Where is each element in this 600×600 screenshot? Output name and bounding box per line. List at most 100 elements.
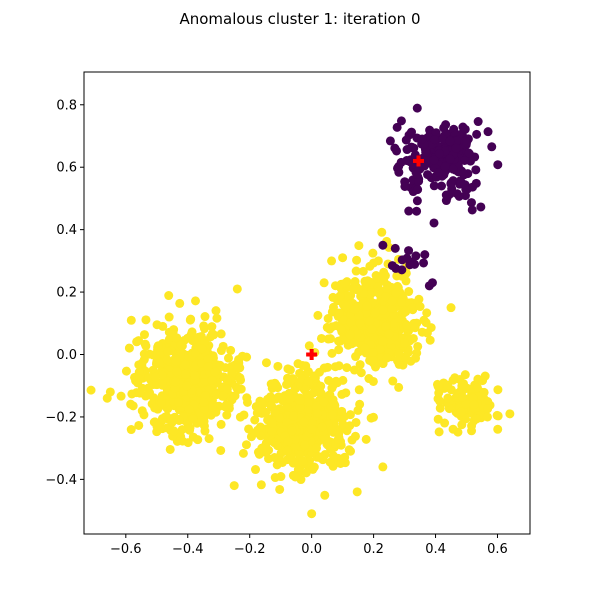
normal-point [329,399,339,408]
anomalous-point [401,135,411,145]
normal-point [349,284,359,294]
normal-point [176,340,186,350]
normal-point [367,324,377,334]
normal-point [320,490,330,500]
normal-point [167,417,177,427]
normal-point [402,320,412,330]
normal-point [328,410,338,420]
normal-point [361,434,371,444]
normal-point [403,348,413,357]
anomalous-point [493,160,503,170]
normal-point [457,392,467,402]
y-tick-label: 0.8 [56,98,77,113]
normal-point [309,371,319,381]
normal-point [422,308,432,318]
normal-point [322,322,332,332]
normal-point [293,359,303,369]
normal-point [312,443,321,453]
anomalous-point [423,170,433,180]
normal-point [397,297,407,307]
normal-point [184,404,194,414]
normal-point [340,278,350,288]
normal-point [393,356,403,366]
normal-point [171,377,181,387]
normal-point [157,380,167,390]
normal-point [164,312,174,322]
normal-point [327,426,337,436]
normal-point [407,303,417,313]
normal-point [282,380,292,390]
normal-point [141,315,151,325]
normal-point [298,456,308,466]
anomalous-point [412,196,422,206]
anomalous-point [429,218,439,228]
anomalous-point [446,179,456,189]
anomalous-point [427,278,437,288]
normal-point [387,296,397,306]
normal-point [137,358,147,368]
normal-point [312,408,322,418]
y-tick-label: −0.4 [45,473,77,488]
centroid-markers [306,155,424,361]
anomalous-point [460,180,470,190]
anomalous-point [436,181,446,191]
normal-point [472,382,482,392]
normal-point [338,315,348,325]
normal-point [233,363,243,373]
normal-point [242,397,252,407]
anomalous-point [413,185,423,195]
anomalous-point [421,147,431,157]
normal-point [328,451,338,461]
anomalous-point [387,261,397,271]
centroid-marker [306,349,318,361]
anomalous-point [378,240,388,250]
anomalous-point [460,124,470,134]
normal-point [204,434,214,444]
normal-point [139,410,149,420]
normal-point [446,303,456,313]
normal-point [461,399,471,409]
normal-point [190,370,200,380]
normal-point [216,445,226,455]
normal-point [360,343,370,353]
normal-point [401,276,411,286]
normal-point [157,391,167,401]
normal-point [102,393,112,403]
x-tick-label: 0.6 [487,542,508,557]
normal-point [493,424,503,434]
normal-point [139,330,149,340]
normal-point [211,306,221,316]
anomalous-point [402,253,412,263]
anomalous-point [406,127,416,137]
normal-point [381,321,391,331]
normal-point [222,410,232,420]
normal-point [319,278,329,288]
anomalous-point [392,122,402,132]
normal-point [390,288,400,298]
normal-point [434,427,444,437]
normal-point [276,472,286,482]
normal-point [134,420,144,430]
normal-point [472,414,482,424]
normal-point [378,462,388,472]
normal-point [199,321,209,331]
normal-point [153,341,163,351]
normal-point [229,481,239,491]
normal-point [307,509,317,519]
normal-point [172,367,182,377]
normal-point [435,396,445,406]
y-tick-label: 0.6 [56,161,77,176]
normal-point [238,448,248,458]
normal-point [222,376,232,386]
normal-point [207,329,217,339]
normal-point [457,381,467,391]
anomalous-point [445,154,455,164]
normal-point [352,487,362,497]
normal-point [290,472,300,482]
normal-point [433,381,443,391]
normal-point [411,353,421,363]
normal-point [295,396,305,406]
normal-point [415,302,425,312]
